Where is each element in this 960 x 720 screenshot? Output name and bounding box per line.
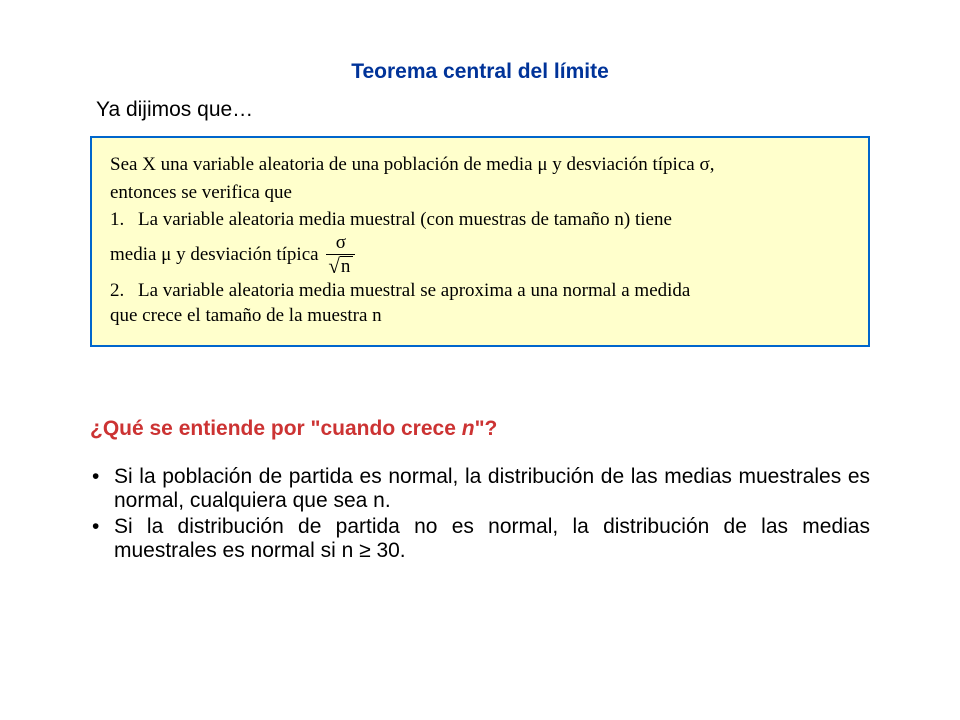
- question-n: n: [462, 417, 475, 440]
- question-prefix: ¿Qué se entiende por "cuando crece: [90, 417, 462, 440]
- theorem-item-1-cont: media μ y desviación típica σ √ n: [110, 233, 850, 278]
- bullet-icon: •: [90, 465, 114, 489]
- radical-icon: √: [328, 256, 340, 277]
- bullet-text-1: Si la población de partida es normal, la…: [114, 465, 870, 513]
- theorem-lead-line1: Sea X una variable aleatoria de una pobl…: [110, 152, 850, 178]
- fraction-denominator: √ n: [326, 256, 355, 278]
- question-heading: ¿Qué se entiende por "cuando crece n"?: [90, 417, 870, 441]
- item2-number: 2.: [110, 278, 138, 304]
- theorem-item-2: 2.La variable aleatoria media muestral s…: [110, 278, 850, 304]
- theorem-box: Sea X una variable aleatoria de una pobl…: [90, 136, 870, 347]
- sqrt-n: √ n: [328, 256, 353, 278]
- intro-text: Ya dijimos que…: [90, 98, 870, 122]
- fraction-sigma-over-sqrt-n: σ √ n: [326, 233, 355, 278]
- item1-text-b: media μ y desviación típica: [110, 244, 319, 265]
- item2-text-b: que crece el tamaño de la muestra n: [110, 305, 382, 326]
- bullet-list: • Si la población de partida es normal, …: [90, 465, 870, 563]
- question-suffix: "?: [475, 417, 498, 440]
- slide-page: Teorema central del límite Ya dijimos qu…: [0, 0, 960, 720]
- theorem-item-2-cont: que crece el tamaño de la muestra n: [110, 303, 850, 329]
- list-item: • Si la distribución de partida no es no…: [90, 515, 870, 563]
- bullet-icon: •: [90, 515, 114, 539]
- theorem-item-1: 1.La variable aleatoria media muestral (…: [110, 207, 850, 233]
- slide-title: Teorema central del límite: [90, 60, 870, 84]
- radicand-n: n: [340, 256, 354, 278]
- item2-text-a: La variable aleatoria media muestral se …: [138, 280, 690, 301]
- bullet-text-2: Si la distribución de partida no es norm…: [114, 515, 870, 563]
- fraction-numerator: σ: [330, 233, 352, 253]
- item1-text-a: La variable aleatoria media muestral (co…: [138, 209, 672, 230]
- list-item: • Si la población de partida es normal, …: [90, 465, 870, 513]
- theorem-lead-line2: entonces se verifica que: [110, 180, 850, 206]
- item1-number: 1.: [110, 207, 138, 233]
